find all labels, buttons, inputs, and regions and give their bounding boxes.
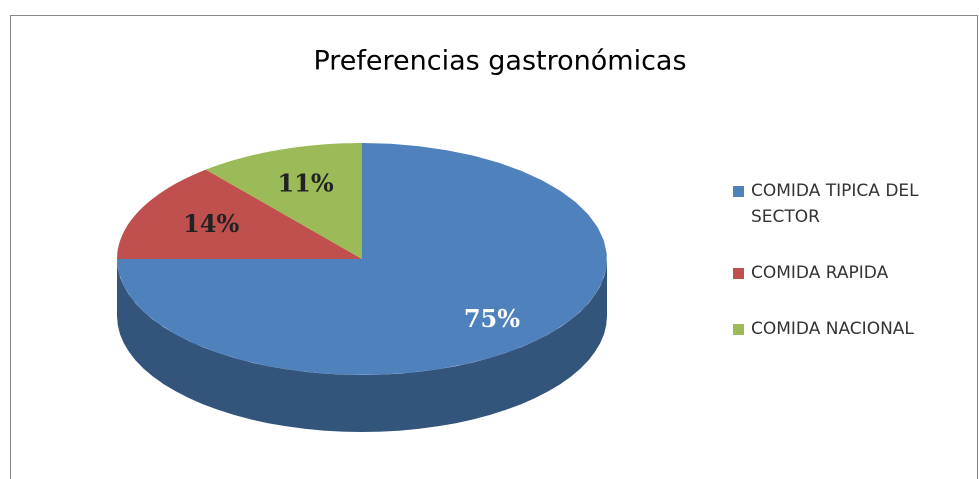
legend: COMIDA TIPICA DEL SECTOR COMIDA RAPIDA COM…	[733, 178, 969, 372]
side-shade	[117, 259, 607, 432]
legend-swatch	[733, 324, 744, 335]
frame	[10, 15, 978, 479]
slice	[205, 143, 362, 259]
legend-swatch	[733, 186, 744, 197]
data-label: 75%	[464, 304, 520, 333]
legend-label: COMIDA TIPICA DEL SECTOR	[751, 181, 919, 227]
data-label: 14%	[183, 209, 239, 238]
legend-item: COMIDA TIPICA DEL SECTOR	[733, 178, 969, 230]
legend-label: COMIDA RAPIDA	[751, 263, 889, 283]
legend-swatch	[733, 268, 744, 279]
slice	[117, 143, 607, 375]
chart-title: Preferencias gastronómicas	[313, 46, 686, 77]
legend-item: COMIDA NACIONAL	[733, 316, 969, 342]
legend-item: COMIDA RAPIDA	[733, 260, 969, 286]
legend-label: COMIDA NACIONAL	[751, 319, 914, 339]
slice-side	[117, 259, 607, 432]
slice	[117, 169, 362, 259]
data-label: 11%	[277, 168, 333, 197]
